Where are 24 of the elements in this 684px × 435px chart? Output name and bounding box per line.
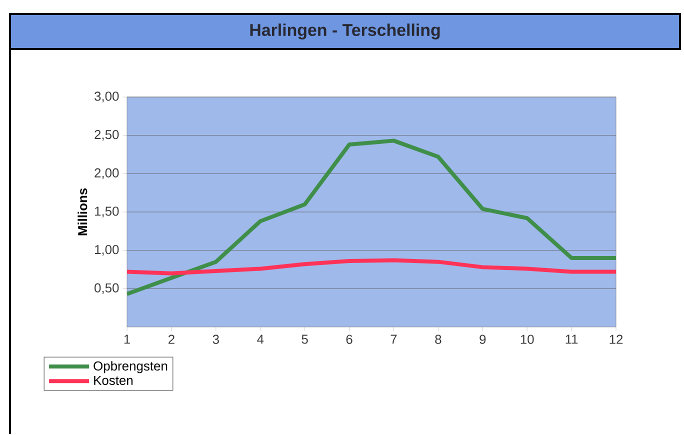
- x-tick-label: 10: [520, 334, 534, 344]
- x-tick-label: 11: [566, 334, 578, 344]
- x-tick-label: 9: [480, 334, 486, 344]
- x-tick-label: 6: [346, 334, 352, 344]
- x-tick-label: 2: [168, 334, 174, 344]
- y-tick-label: 3,00: [94, 92, 119, 102]
- y-tick-label: 1,00: [95, 244, 119, 256]
- x-tick-label: 12: [610, 334, 623, 344]
- y-tick-label: 0,50: [94, 283, 119, 294]
- x-tick-label: 8: [435, 334, 442, 344]
- x-tick-label: 1: [124, 334, 130, 344]
- line-series: [127, 138, 616, 296]
- chart-title: Harlingen - Terschelling: [250, 24, 440, 40]
- legend-label: Kosten: [94, 376, 133, 385]
- line-series: [127, 258, 616, 276]
- y-axis-title: Millions: [78, 188, 88, 236]
- y-tick-label: 2,50: [94, 130, 119, 141]
- x-tick-label: 3: [212, 334, 219, 344]
- y-tick-label: 1,50: [95, 206, 119, 218]
- legend-label: Opbrengsten: [94, 361, 168, 374]
- x-tick-label: 4: [257, 334, 264, 344]
- x-tick-label: 7: [390, 334, 397, 344]
- y-tick-label: 2,00: [94, 168, 119, 180]
- x-tick-label: 5: [302, 334, 308, 344]
